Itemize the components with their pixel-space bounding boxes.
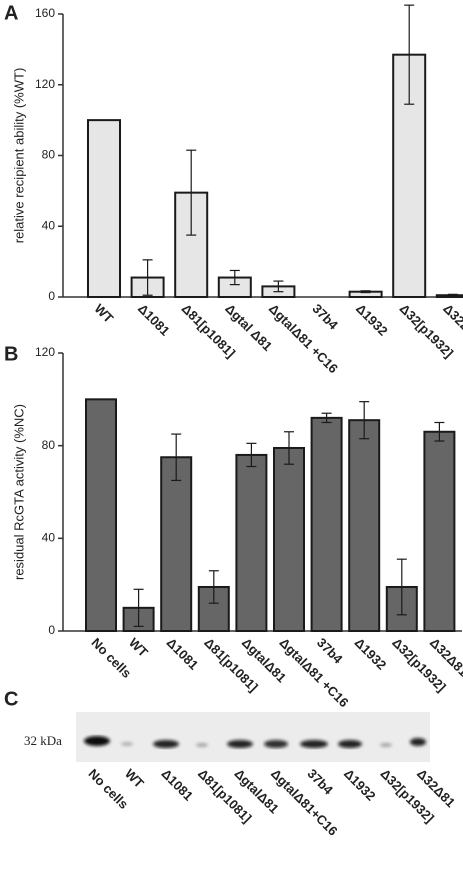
band	[264, 740, 288, 748]
x-tick-label: Δ1081	[135, 301, 173, 339]
blot-membrane	[76, 712, 430, 762]
y-tick-label: 120	[35, 77, 55, 91]
error-bar	[360, 290, 371, 294]
bar	[85, 398, 117, 633]
x-tick-label: Δ1081	[164, 635, 202, 673]
error-bar	[229, 269, 240, 286]
y-axis-label: relative recipient ability (%WT)	[11, 68, 26, 244]
bar	[310, 416, 343, 632]
y-tick-label: 0	[48, 289, 55, 303]
band	[227, 740, 253, 748]
error-bar	[273, 280, 284, 293]
bar	[160, 456, 193, 632]
band	[338, 740, 362, 748]
band	[84, 736, 110, 746]
lane-label: Δ1081	[158, 766, 196, 804]
lane-label: WT	[122, 766, 147, 791]
error-bar	[142, 259, 153, 296]
panel-label: A	[4, 2, 18, 24]
error-bar	[284, 431, 294, 465]
y-tick-label: 0	[48, 623, 55, 637]
x-tick-label: WT	[91, 301, 116, 326]
error-bar	[434, 421, 445, 442]
lane-label: 37b4	[304, 766, 336, 798]
error-bar	[208, 570, 219, 604]
x-tick-label: No cells	[88, 635, 134, 681]
lane-label: Δ1932	[341, 766, 379, 804]
bar	[348, 419, 381, 632]
y-tick-label: 160	[35, 6, 55, 20]
error-bar	[359, 401, 370, 440]
panel-label: B	[4, 343, 18, 365]
error-bar	[396, 558, 407, 616]
y-tick-label: 120	[35, 345, 55, 359]
band	[121, 742, 133, 746]
error-bar	[171, 433, 182, 482]
blot-bands	[84, 736, 426, 748]
error-bar	[404, 4, 415, 105]
error-bar	[321, 412, 332, 424]
size-marker: 32 kDa	[24, 733, 62, 748]
x-tick-label: 37b4	[309, 301, 341, 333]
band	[380, 743, 392, 747]
band	[300, 740, 328, 748]
bar	[197, 585, 230, 633]
band	[410, 738, 426, 746]
x-tick-label: Δ1932	[353, 301, 391, 339]
band	[196, 743, 208, 747]
error-bar	[246, 442, 257, 468]
x-tick-label: Δ1932	[352, 635, 390, 673]
x-tick-label: WT	[126, 635, 151, 660]
y-axis-label: residual RcGTA activity (%NC)	[11, 404, 26, 580]
panel-label: C	[4, 688, 18, 710]
bar	[235, 453, 268, 632]
bar	[273, 446, 305, 632]
y-tick-label: 80	[42, 148, 56, 162]
error-bar	[447, 293, 458, 297]
y-tick-label: 40	[42, 218, 56, 232]
bar	[423, 430, 456, 632]
bar	[87, 119, 121, 298]
x-tick-label: 37b4	[314, 635, 346, 667]
error-bar	[133, 588, 144, 627]
error-bar	[186, 149, 197, 236]
y-tick-label: 80	[42, 438, 56, 452]
band	[153, 740, 179, 748]
y-tick-label: 40	[42, 531, 56, 545]
